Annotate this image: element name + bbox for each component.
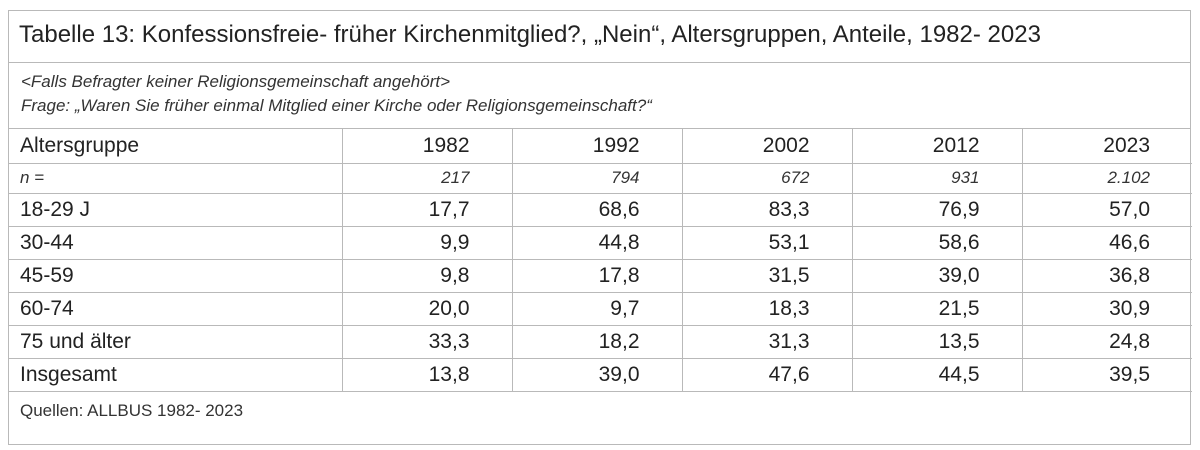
table-cell: 30,9	[1022, 292, 1192, 326]
table-cell: 13,5	[852, 325, 1023, 359]
sample-size-row: n = 217 794 672 931 2.102	[9, 163, 1192, 194]
row-label: 45-59	[9, 259, 343, 293]
table-cell: 68,6	[512, 193, 683, 227]
row-label: 60-74	[9, 292, 343, 326]
sample-size-cell: 217	[342, 163, 513, 194]
sample-size-cell: 2.102	[1022, 163, 1192, 194]
header-cell-year: 2002	[682, 129, 853, 164]
data-table: Altersgruppe 1982 1992 2002 2012 2023 n …	[9, 129, 1192, 392]
table-cell: 20,0	[342, 292, 513, 326]
table-cell: 39,0	[852, 259, 1023, 293]
table-cell: 53,1	[682, 226, 853, 260]
table-cell: 18,2	[512, 325, 683, 359]
table-subtitle: <Falls Befragter keiner Religionsgemeins…	[9, 63, 1190, 129]
total-row: Insgesamt 13,8 39,0 47,6 44,5 39,5	[9, 358, 1192, 392]
table-cell: 21,5	[852, 292, 1023, 326]
table-cell: 57,0	[1022, 193, 1192, 227]
header-cell-year: 2012	[852, 129, 1023, 164]
table-cell: 24,8	[1022, 325, 1192, 359]
table-frame: Tabelle 13: Konfessionsfreie- früher Kir…	[8, 10, 1192, 445]
table-cell: 39,5	[1022, 358, 1192, 392]
sample-size-cell: 672	[682, 163, 853, 194]
row-label: 75 und älter	[9, 325, 343, 359]
table-cell: 13,8	[342, 358, 513, 392]
source-note: Quellen: ALLBUS 1982- 2023	[20, 400, 244, 420]
sample-size-cell: 794	[512, 163, 683, 194]
table-cell: 9,7	[512, 292, 683, 326]
table-cell: 17,8	[512, 259, 683, 293]
table-row: 60-74 20,0 9,7 18,3 21,5 30,9	[9, 292, 1192, 326]
table-row: 30-44 9,9 44,8 53,1 58,6 46,6	[9, 226, 1192, 260]
header-cell-year: 1982	[342, 129, 513, 164]
table-cell: 17,7	[342, 193, 513, 227]
table-cell: 31,5	[682, 259, 853, 293]
table-cell: 58,6	[852, 226, 1023, 260]
row-label: 30-44	[9, 226, 343, 260]
table-cell: 9,8	[342, 259, 513, 293]
table-cell: 31,3	[682, 325, 853, 359]
sample-size-cell: 931	[852, 163, 1023, 194]
table-cell: 18,3	[682, 292, 853, 326]
sample-size-label: n =	[9, 163, 343, 194]
table-cell: 76,9	[852, 193, 1023, 227]
table-cell: 44,5	[852, 358, 1023, 392]
header-cell-year: 1992	[512, 129, 683, 164]
header-row: Altersgruppe 1982 1992 2002 2012 2023	[9, 129, 1192, 164]
table-row: 45-59 9,8 17,8 31,5 39,0 36,8	[9, 259, 1192, 293]
table-cell: 36,8	[1022, 259, 1192, 293]
table-cell: 47,6	[682, 358, 853, 392]
row-label: 18-29 J	[9, 193, 343, 227]
table-cell: 33,3	[342, 325, 513, 359]
table-cell: 9,9	[342, 226, 513, 260]
row-label: Insgesamt	[9, 358, 343, 392]
table-cell: 44,8	[512, 226, 683, 260]
header-cell-age-group: Altersgruppe	[9, 129, 343, 164]
question-text: Frage: „Waren Sie früher einmal Mitglied…	[21, 96, 652, 115]
table-row: 18-29 J 17,7 68,6 83,3 76,9 57,0	[9, 193, 1192, 227]
table-title: Tabelle 13: Konfessionsfreie- früher Kir…	[9, 11, 1190, 63]
filter-note: <Falls Befragter keiner Religionsgemeins…	[21, 72, 451, 91]
table-cell: 83,3	[682, 193, 853, 227]
table-row: 75 und älter 33,3 18,2 31,3 13,5 24,8	[9, 325, 1192, 359]
table-cell: 39,0	[512, 358, 683, 392]
table-cell: 46,6	[1022, 226, 1192, 260]
header-cell-year: 2023	[1022, 129, 1192, 164]
